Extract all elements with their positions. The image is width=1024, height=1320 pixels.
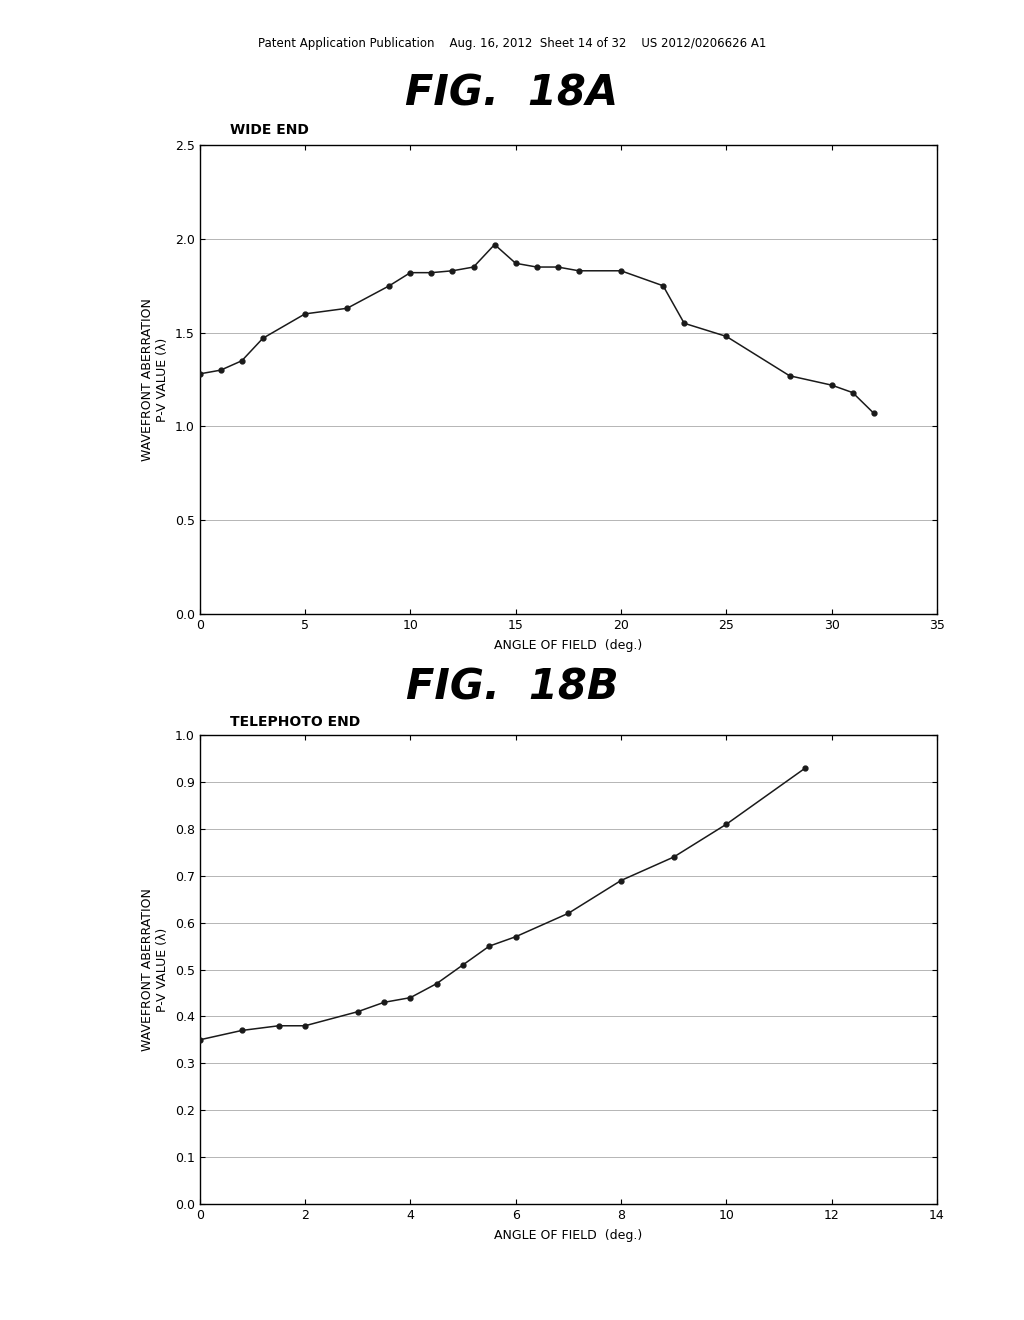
Text: FIG.  18A: FIG. 18A xyxy=(406,73,618,115)
Y-axis label: WAVEFRONT ABERRATION
P-V VALUE (λ): WAVEFRONT ABERRATION P-V VALUE (λ) xyxy=(141,888,169,1051)
Text: TELEPHOTO END: TELEPHOTO END xyxy=(230,714,360,729)
Y-axis label: WAVEFRONT ABERRATION
P-V VALUE (λ): WAVEFRONT ABERRATION P-V VALUE (λ) xyxy=(141,298,169,461)
Text: WIDE END: WIDE END xyxy=(230,123,309,137)
X-axis label: ANGLE OF FIELD  (deg.): ANGLE OF FIELD (deg.) xyxy=(495,639,642,652)
Text: Patent Application Publication    Aug. 16, 2012  Sheet 14 of 32    US 2012/02066: Patent Application Publication Aug. 16, … xyxy=(258,37,766,50)
X-axis label: ANGLE OF FIELD  (deg.): ANGLE OF FIELD (deg.) xyxy=(495,1229,642,1242)
Text: FIG.  18B: FIG. 18B xyxy=(406,667,618,709)
